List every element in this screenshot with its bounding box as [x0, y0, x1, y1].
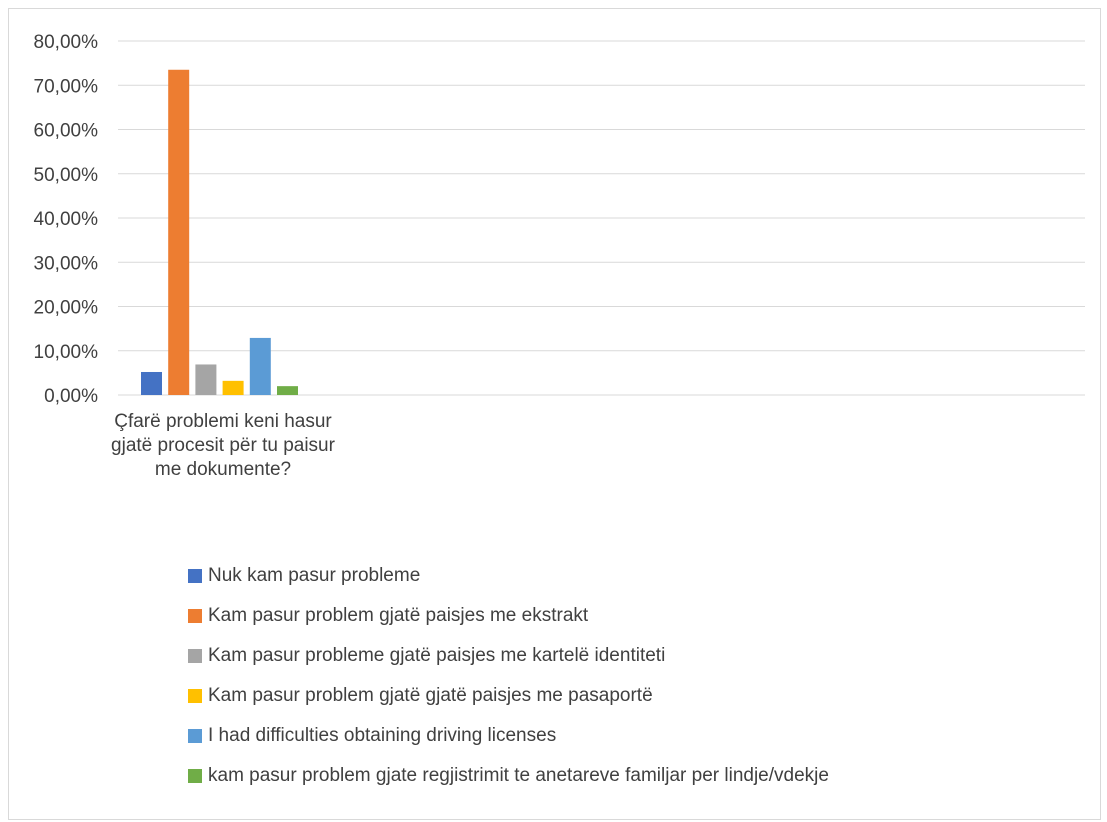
legend-label: kam pasur problem gjate regjistrimit te … — [208, 765, 829, 786]
legend-item: Kam pasur problem gjatë paisjes me ekstr… — [188, 596, 829, 636]
legend-label: Nuk kam pasur probleme — [208, 565, 421, 586]
y-tick-label: 0,00% — [44, 386, 98, 407]
legend-label: Kam pasur problem gjatë paisjes me ekstr… — [208, 605, 589, 626]
legend-item: Kam pasur problem gjatë gjatë paisjes me… — [188, 676, 829, 716]
bar — [222, 380, 244, 395]
y-tick-label: 60,00% — [34, 121, 99, 142]
y-tick-label: 30,00% — [34, 253, 99, 274]
legend-item: I had difficulties obtaining driving lic… — [188, 716, 829, 756]
category-label: Çfarë problemi keni hasur gjatë procesit… — [111, 411, 335, 480]
legend-label: Kam pasur probleme gjatë paisjes me kart… — [208, 645, 666, 666]
chart-frame — [8, 8, 1101, 820]
y-tick-label: 70,00% — [34, 76, 99, 97]
y-tick-label: 40,00% — [34, 209, 99, 230]
legend-label: Kam pasur problem gjatë gjatë paisjes me… — [208, 685, 653, 706]
legend-swatch — [188, 649, 202, 663]
legend-item: kam pasur problem gjate regjistrimit te … — [188, 756, 829, 796]
y-tick-label: 80,00% — [34, 32, 99, 53]
bar — [277, 386, 298, 395]
legend-swatch — [188, 609, 202, 623]
y-tick-label: 50,00% — [34, 165, 99, 186]
legend-swatch — [188, 569, 202, 583]
legend: Nuk kam pasur probleme Kam pasur problem… — [188, 556, 829, 796]
legend-item: Nuk kam pasur probleme — [188, 556, 829, 596]
legend-label: I had difficulties obtaining driving lic… — [208, 725, 557, 746]
legend-swatch — [188, 689, 202, 703]
legend-swatch — [188, 769, 202, 783]
y-tick-label: 20,00% — [34, 298, 99, 319]
legend-swatch — [188, 729, 202, 743]
y-tick-label: 10,00% — [34, 342, 99, 363]
legend-item: Kam pasur probleme gjatë paisjes me kart… — [188, 636, 829, 676]
bar — [249, 337, 271, 395]
bar — [195, 364, 217, 395]
bar — [168, 69, 190, 395]
bar — [141, 371, 162, 395]
